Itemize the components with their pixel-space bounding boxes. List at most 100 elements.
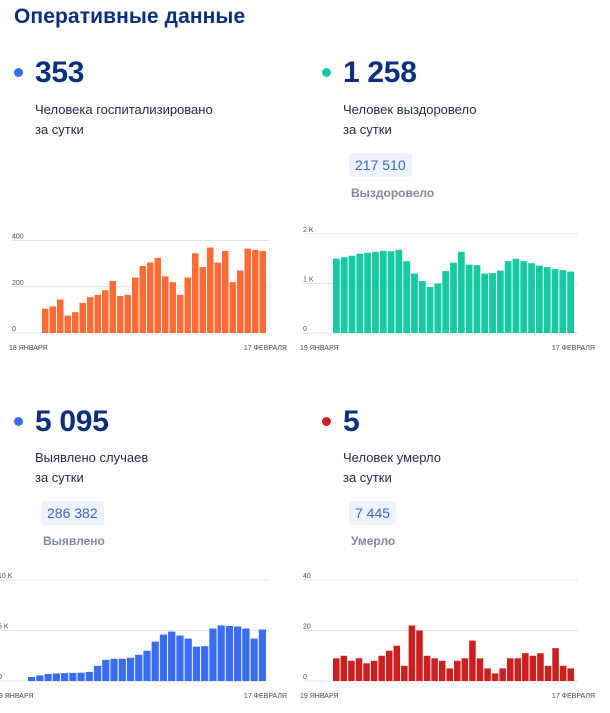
bar: [110, 658, 118, 681]
y-tick-label: 400: [12, 234, 24, 241]
bar: [192, 253, 199, 333]
bar: [370, 660, 378, 681]
bar: [387, 251, 395, 333]
bar: [465, 264, 473, 333]
bar: [229, 282, 236, 333]
bar: [333, 258, 340, 333]
bar: [237, 270, 244, 333]
bar: [69, 672, 77, 681]
y-tick-label: 1 K: [303, 276, 314, 283]
recovered-total: 217 510: [349, 153, 412, 177]
recovered-chart: 0 1 K 2 K 19 ЯНВАРЯ 17 ФЕВРАЛЯ: [300, 227, 595, 352]
deaths-total-label: Умерло: [351, 534, 396, 548]
bar: [395, 249, 403, 333]
bar: [522, 653, 529, 681]
bar: [184, 638, 192, 681]
x-start-label: 19 ЯНВАРЯ: [300, 345, 339, 352]
bar: [457, 251, 465, 333]
bar: [177, 294, 184, 333]
cases-value: 5 095: [35, 405, 109, 438]
cases-total: 286 382: [41, 501, 104, 525]
bar: [199, 267, 206, 333]
bar: [528, 263, 535, 333]
x-end-label: 17 ФЕВРАЛЯ: [244, 345, 287, 352]
panel-deaths: 5 Человек умерло за сутки 7 445 Умерло: [305, 350, 605, 690]
y-tick-label: 40: [303, 573, 311, 580]
bar: [363, 663, 370, 681]
bar: [207, 247, 214, 333]
bar: [476, 658, 484, 681]
bar: [559, 270, 567, 333]
bar: [154, 257, 161, 333]
bar: [102, 659, 110, 681]
bar: [496, 270, 504, 333]
bar: [544, 665, 552, 681]
bar: [250, 638, 258, 681]
recovered-dot: [322, 68, 331, 77]
bar: [423, 655, 431, 681]
bar: [252, 249, 259, 333]
deaths-dot: [322, 417, 331, 426]
bar: [143, 650, 151, 681]
hospitalized-chart: 0 200 400 18 ЯНВАРЯ 17 ФЕВРАЛЯ: [9, 234, 287, 352]
bar: [340, 655, 348, 681]
bar: [209, 628, 217, 681]
bar: [426, 286, 434, 333]
bar: [411, 273, 418, 333]
bar: [529, 655, 537, 681]
bar: [36, 675, 44, 681]
bar: [567, 271, 574, 333]
bar: [94, 294, 101, 333]
bar: [64, 315, 71, 333]
bar: [139, 265, 146, 333]
panel-hospitalized: 353 Человека госпитализировано за сутки: [0, 0, 300, 340]
bar: [242, 628, 250, 681]
bar: [109, 281, 116, 333]
deaths-value: 5: [343, 405, 360, 438]
bar: [258, 629, 266, 681]
y-tick-label: 5 K: [0, 624, 9, 631]
deaths-desc-line2: за сутки: [343, 470, 392, 485]
hospitalized-value: 353: [35, 56, 85, 89]
bar: [124, 294, 131, 333]
page-title: Оперативные данные: [14, 5, 246, 28]
bar: [184, 277, 191, 333]
x-start-label: 19 ЯНВАРЯ: [0, 693, 34, 700]
hospitalized-desc-line2: за сутки: [35, 122, 84, 137]
bar: [551, 269, 559, 333]
bar: [85, 671, 93, 681]
bar: [87, 297, 94, 333]
bar: [333, 658, 340, 681]
bar: [378, 655, 385, 681]
cases-chart: 0 5 K 10 K 19 ЯНВАРЯ 17 ФЕВРАЛЯ: [0, 573, 287, 700]
bar: [442, 271, 450, 333]
bar: [348, 255, 356, 333]
bar: [72, 312, 79, 333]
bar: [168, 631, 176, 681]
bar: [28, 676, 36, 681]
bar: [535, 265, 543, 333]
recovered-total-label: Выздоровело: [351, 186, 435, 200]
deaths-total: 7 445: [349, 501, 397, 525]
bar: [126, 657, 135, 681]
bar: [52, 673, 60, 681]
y-tick-label: 10 K: [0, 573, 13, 580]
bar: [225, 625, 234, 681]
bar: [446, 668, 453, 681]
bar: [491, 673, 499, 681]
bar: [438, 660, 446, 681]
bar: [159, 634, 168, 681]
bar: [408, 625, 416, 681]
bar: [147, 262, 154, 333]
bar: [559, 665, 567, 681]
bar: [44, 673, 52, 681]
x-start-label: 19 ЯНВАРЯ: [300, 693, 339, 700]
bar: [118, 658, 126, 681]
bar: [537, 653, 544, 681]
bar: [93, 665, 102, 681]
deaths-desc-line1: Человек умерло: [343, 450, 441, 465]
panel-recovered: 1 258 Человек выздоровело за сутки 217 5…: [305, 0, 605, 340]
bar: [364, 252, 372, 333]
bar: [77, 672, 85, 681]
bar: [162, 276, 169, 333]
